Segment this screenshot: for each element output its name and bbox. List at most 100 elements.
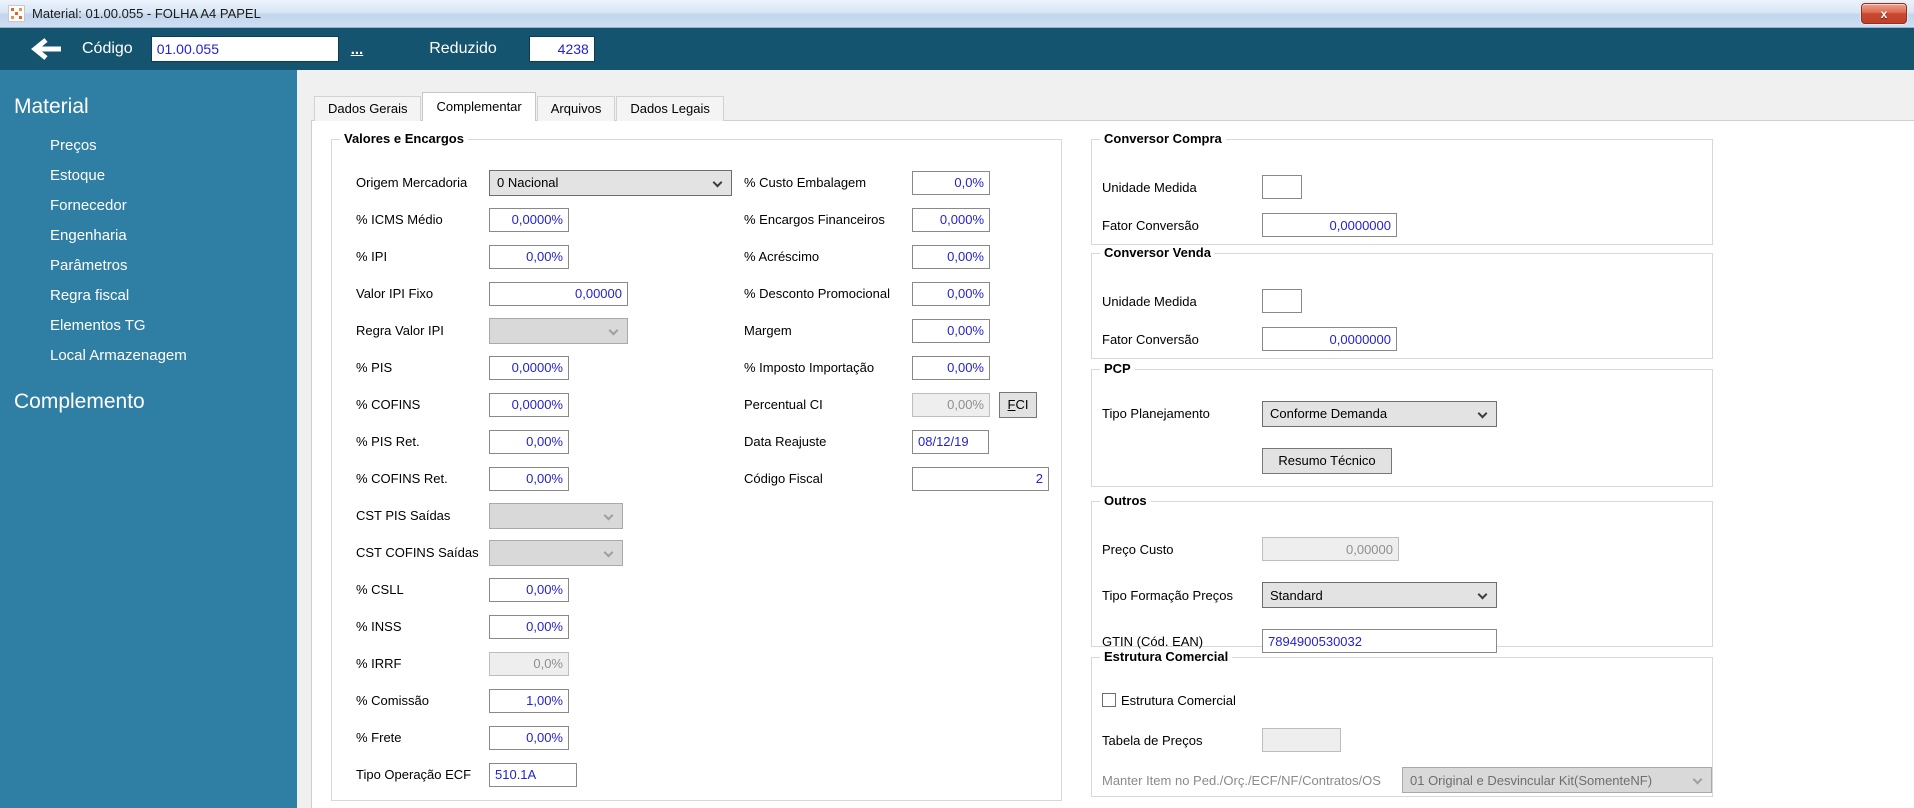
chevron-down-icon xyxy=(1477,408,1488,418)
codigo-fiscal-input[interactable]: 2 xyxy=(912,466,1049,491)
cofins-ret-label: % COFINS Ret. xyxy=(356,471,448,486)
gtin-ean-input[interactable]: 7894900530032 xyxy=(1262,629,1497,653)
group-estrutura-comercial: Estrutura Comercial Estrutura Comercial T… xyxy=(1091,649,1713,797)
fci-button[interactable]: F CI xyxy=(999,391,1037,418)
desconto-promocional-input[interactable]: 0,00% xyxy=(912,281,990,306)
origem-mercadoria-value: 0 Nacional xyxy=(497,175,559,190)
margem-label: Margem xyxy=(744,323,792,338)
title-bar: Material: 01.00.055 - FOLHA A4 PAPEL x xyxy=(0,0,1914,28)
sidebar-section-material[interactable]: Material xyxy=(14,95,89,118)
margem-input[interactable]: 0,00% xyxy=(912,318,990,343)
cofins-label: % COFINS xyxy=(356,397,421,412)
main-area: Dados Gerais Complementar Arquivos Dados Le… xyxy=(297,70,1914,808)
chevron-down-icon xyxy=(1692,774,1703,785)
encargos-financeiros-input[interactable]: 0,000% xyxy=(912,207,990,232)
sidebar-item-parametros[interactable]: Parâmetros xyxy=(50,257,128,274)
venda-fator-conversao-input[interactable]: 0,0000000 xyxy=(1262,327,1397,351)
group-pcp: PCP Tipo Planejamento Conforme Demanda Res… xyxy=(1091,361,1713,487)
cst-pis-saidas-label: CST PIS Saídas xyxy=(356,508,451,523)
group-outros-title: Outros xyxy=(1100,493,1151,508)
codigo-lookup-link[interactable]: ... xyxy=(350,40,364,58)
estrutura-comercial-checkbox[interactable] xyxy=(1102,693,1116,707)
inss-label: % INSS xyxy=(356,619,402,634)
sidebar-item-local-armazenagem[interactable]: Local Armazenagem xyxy=(50,347,187,364)
custo-embalagem-input[interactable]: 0,0% xyxy=(912,170,990,195)
tab-arquivos[interactable]: Arquivos xyxy=(536,96,616,121)
origem-mercadoria-label: Origem Mercadoria xyxy=(356,175,468,190)
valor-ipi-fixo-input[interactable]: 0,00000 xyxy=(489,281,628,306)
pis-label: % PIS xyxy=(356,360,393,375)
sidebar-item-estoque[interactable]: Estoque xyxy=(50,167,106,184)
compra-unidade-medida-label: Unidade Medida xyxy=(1102,179,1197,195)
resumo-tecnico-button[interactable]: Resumo Técnico xyxy=(1262,447,1392,474)
tab-complementar[interactable]: Complementar xyxy=(422,92,536,121)
tipo-planejamento-dropdown[interactable]: Conforme Demanda xyxy=(1262,400,1497,427)
data-reajuste-input[interactable]: 08/12/19 xyxy=(912,429,989,454)
csll-label: % CSLL xyxy=(356,582,404,597)
tipo-planejamento-value: Conforme Demanda xyxy=(1270,406,1388,421)
sidebar-item-precos[interactable]: Preços xyxy=(50,137,97,154)
sidebar-item-elementos-tg[interactable]: Elementos TG xyxy=(50,317,146,334)
sidebar-section-complemento[interactable]: Complemento xyxy=(14,390,145,413)
csll-input[interactable]: 0,00% xyxy=(489,577,569,602)
window-title: Material: 01.00.055 - FOLHA A4 PAPEL xyxy=(32,6,261,21)
custo-embalagem-label: % Custo Embalagem xyxy=(744,175,867,190)
comissao-input[interactable]: 1,00% xyxy=(489,688,569,713)
sidebar-item-fornecedor[interactable]: Fornecedor xyxy=(50,197,127,214)
cst-cofins-saidas-dropdown xyxy=(489,539,623,566)
encargos-financeiros-label: % Encargos Financeiros xyxy=(744,212,885,227)
cst-pis-saidas-dropdown xyxy=(489,502,623,529)
manter-item-dropdown: 01 Original e Desvincular Kit(SomenteNF) xyxy=(1402,767,1712,793)
sidebar-item-engenharia[interactable]: Engenharia xyxy=(50,227,127,244)
chevron-down-icon xyxy=(608,325,619,335)
chevron-down-icon xyxy=(1477,589,1488,600)
icms-medio-input[interactable]: 0,0000% xyxy=(489,207,569,232)
app-icon xyxy=(8,5,25,22)
close-button[interactable]: x xyxy=(1861,3,1907,24)
pis-ret-input[interactable]: 0,00% xyxy=(489,429,569,454)
percentual-ci-input: 0,00% xyxy=(912,392,990,417)
cofins-input[interactable]: 0,0000% xyxy=(489,392,569,417)
preco-custo-label: Preço Custo xyxy=(1102,541,1174,557)
regra-valor-ipi-label: Regra Valor IPI xyxy=(356,323,444,338)
tab-page-complementar: Valores e Encargos Origem Mercadoria 0 Na… xyxy=(311,120,1914,808)
preco-custo-input: 0,00000 xyxy=(1262,537,1399,561)
acrescimo-input[interactable]: 0,00% xyxy=(912,244,990,269)
tab-strip: Dados Gerais Complementar Arquivos Dados Le… xyxy=(314,92,725,121)
app-header: Código 01.00.055 ... Reduzido 4238 xyxy=(0,28,1914,70)
compra-unidade-medida-input[interactable] xyxy=(1262,175,1302,199)
manter-item-value: 01 Original e Desvincular Kit(SomenteNF) xyxy=(1410,772,1653,788)
comissao-label: % Comissão xyxy=(356,693,429,708)
venda-unidade-medida-input[interactable] xyxy=(1262,289,1302,313)
group-outros: Outros Preço Custo 0,00000 Tipo Formação P… xyxy=(1091,493,1713,653)
pis-input[interactable]: 0,0000% xyxy=(489,355,569,380)
group-valores-title: Valores e Encargos xyxy=(340,131,468,146)
tab-dados-legais[interactable]: Dados Legais xyxy=(616,96,724,121)
group-estrutura-title: Estrutura Comercial xyxy=(1100,649,1233,664)
tipo-formacao-precos-dropdown[interactable]: Standard xyxy=(1262,582,1497,608)
tab-dados-gerais[interactable]: Dados Gerais xyxy=(314,96,422,121)
irrf-input: 0,0% xyxy=(489,651,569,676)
sidebar: Material Preços Estoque Fornecedor Engenhar… xyxy=(0,70,297,808)
sidebar-item-regra-fiscal[interactable]: Regra fiscal xyxy=(50,287,130,304)
sidebar-material-list: Preços Estoque Fornecedor Engenharia Parâmet… xyxy=(0,131,297,371)
cofins-ret-input[interactable]: 0,00% xyxy=(489,466,569,491)
tipo-operacao-ecf-label: Tipo Operação ECF xyxy=(356,767,472,782)
tipo-operacao-ecf-input[interactable]: 510.1A xyxy=(489,762,577,787)
frete-input[interactable]: 0,00% xyxy=(489,725,569,750)
venda-fator-conversao-label: Fator Conversão xyxy=(1102,331,1199,347)
imposto-importacao-input[interactable]: 0,00% xyxy=(912,355,990,380)
manter-item-label: Manter Item no Ped./Orç./ECF/NF/Contrato… xyxy=(1102,772,1381,788)
chevron-down-icon xyxy=(603,510,614,520)
compra-fator-conversao-input[interactable]: 0,0000000 xyxy=(1262,213,1397,237)
pis-ret-label: % PIS Ret. xyxy=(356,434,420,449)
reduzido-input[interactable]: 4238 xyxy=(528,36,595,62)
codigo-input[interactable]: 01.00.055 xyxy=(150,36,339,62)
desconto-promocional-label: % Desconto Promocional xyxy=(744,286,890,301)
ipi-input[interactable]: 0,00% xyxy=(489,244,569,269)
origem-mercadoria-dropdown[interactable]: 0 Nacional xyxy=(489,169,732,196)
venda-unidade-medida-label: Unidade Medida xyxy=(1102,293,1197,309)
back-button[interactable] xyxy=(28,36,64,62)
estrutura-comercial-label: Estrutura Comercial xyxy=(1121,692,1236,708)
inss-input[interactable]: 0,00% xyxy=(489,614,569,639)
